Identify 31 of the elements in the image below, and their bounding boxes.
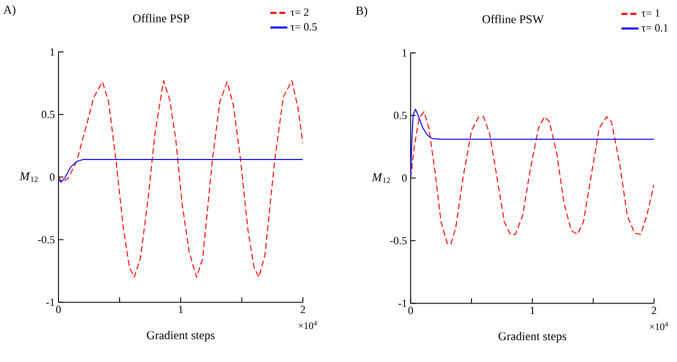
y-axis-title: M$_{12}$	[372, 173, 390, 183]
text: ×10$^{4}$	[298, 320, 317, 330]
line-series	[58, 80, 303, 278]
y-tick-label: 0.5	[394, 112, 407, 120]
legend-label: τ= 1	[642, 9, 660, 17]
legend-label: τ= 0.1	[642, 24, 668, 32]
x-tick-label: 2	[652, 306, 656, 314]
y-tick-label: -1	[46, 298, 54, 306]
x-axis-title: Gradient steps	[146, 330, 215, 342]
y-tick-label: 1	[50, 48, 54, 56]
y-tick-label: 1	[402, 49, 406, 56]
y-tick-label: 0	[402, 174, 407, 182]
x-axis-title: Gradient steps	[498, 332, 566, 343]
y-tick-label: 0	[50, 173, 55, 181]
y-tick-label: -0.5	[38, 236, 55, 244]
x-tick-label: 1	[178, 306, 183, 313]
y-tick-label: 0.5	[42, 110, 55, 118]
chart-title: Offline PSP	[133, 14, 190, 22]
y-axis-title: M$_{12}$	[20, 172, 38, 182]
text: A)	[3, 5, 16, 16]
x-tick-label: 0	[56, 306, 61, 314]
text: B)	[356, 6, 368, 18]
y-tick-label: -1	[398, 300, 406, 307]
text: ×10$^{4}$	[650, 322, 668, 330]
x-tick-label: 2	[300, 306, 306, 313]
legend-label: τ= 2	[290, 8, 308, 16]
legend-label: τ= 0.5	[290, 23, 317, 31]
x-tick-label: 0	[408, 306, 413, 314]
chart-title: Offline PSW	[482, 14, 544, 24]
y-tick-label: -0.5	[390, 236, 407, 244]
x-tick-label: 1	[530, 306, 534, 314]
